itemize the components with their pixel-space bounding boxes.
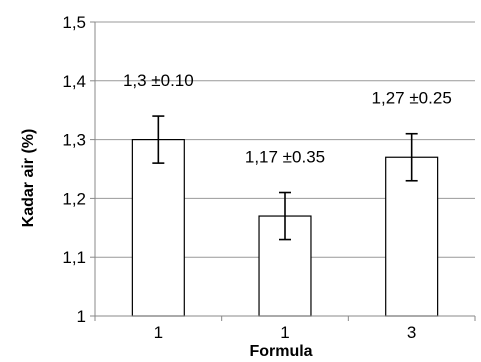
data-labels: 1,3 ±0.10 1,17 ±0.35 1,27 ±0.25 — [123, 71, 452, 166]
bars — [131, 139, 439, 317]
y-tick-labels: 1 1,1 1,2 1,3 1,4 1,5 — [62, 13, 86, 326]
y-tick-label: 1,4 — [62, 72, 86, 91]
y-tick-label: 1 — [77, 307, 86, 326]
x-tick-label: 1 — [154, 323, 163, 342]
axes — [90, 21, 476, 321]
y-tick-label: 1,1 — [62, 248, 86, 267]
data-label: 1,27 ±0.25 — [372, 89, 452, 108]
bar — [131, 139, 185, 317]
y-axis-title: Kadar air (%) — [20, 129, 37, 228]
y-tick-label: 1,2 — [62, 189, 86, 208]
x-axis-title: Formula — [249, 343, 312, 360]
y-tick-label: 1,5 — [62, 13, 86, 32]
data-label: 1,3 ±0.10 — [123, 71, 194, 90]
data-label: 1,17 ±0.35 — [245, 148, 325, 167]
x-tick-labels: 1 1 3 — [154, 323, 417, 342]
x-tick-label: 1 — [280, 323, 289, 342]
y-tick-label: 1,3 — [62, 131, 86, 150]
x-tick-label: 3 — [407, 323, 416, 342]
error-bars — [152, 115, 418, 241]
